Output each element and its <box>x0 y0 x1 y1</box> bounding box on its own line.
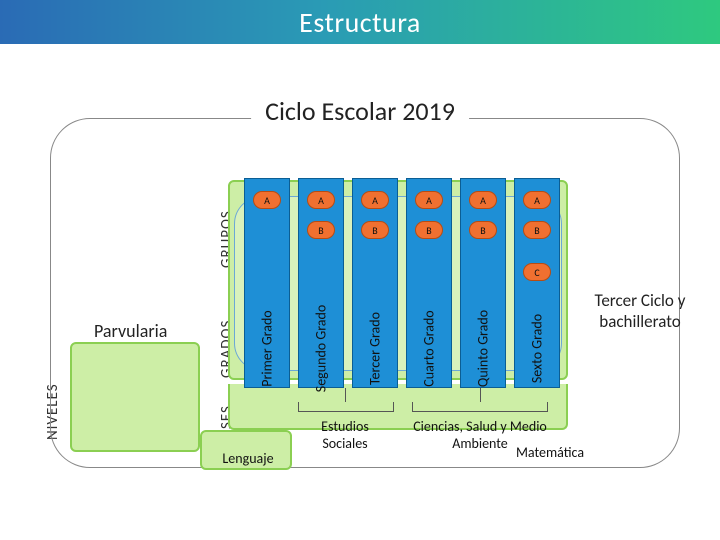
class-sociales: Estudios Sociales <box>300 418 390 452</box>
group-chip: A <box>361 191 389 209</box>
bracket-stem <box>345 388 346 402</box>
bracket-stem <box>480 388 481 402</box>
level-left-box <box>70 342 200 452</box>
grade-label: Quinto Grado <box>475 310 492 387</box>
group-chip: A <box>253 191 281 209</box>
class-matematica: Matemática <box>500 444 600 461</box>
grade-column: AB C Sexto Grado <box>514 178 560 388</box>
grade-label: Segundo Grado <box>313 305 330 392</box>
level-right-label: Tercer Ciclo y bachillerato <box>585 290 695 332</box>
group-chip: B <box>361 221 389 239</box>
grade-column: ABSegundo Grado <box>298 178 344 388</box>
header-bar: Estructura <box>0 0 720 44</box>
grade-column: A Primer Grado <box>244 178 290 388</box>
cycle-title: Ciclo Escolar 2019 <box>251 95 469 127</box>
grade-column: AB Quinto Grado <box>460 178 506 388</box>
level-left-label: Parvularia <box>90 320 171 342</box>
bracket-sociales <box>298 402 394 412</box>
group-chip: A <box>307 191 335 209</box>
grade-label: Cuarto Grado <box>421 310 438 386</box>
group-chip: A <box>523 191 551 209</box>
grade-label: Primer Grado <box>259 310 276 386</box>
group-chip: A <box>415 191 443 209</box>
group-chip: C <box>523 263 551 281</box>
grade-column: AB Cuarto Grado <box>406 178 452 388</box>
group-chip: B <box>415 221 443 239</box>
group-chip: B <box>523 221 551 239</box>
class-lenguaje: Lenguaje <box>208 450 288 467</box>
group-chip: B <box>469 221 497 239</box>
page-title: Estructura <box>299 5 421 40</box>
grade-columns: APrimer GradoABSegundo GradoABTercer Gra… <box>244 178 560 388</box>
grade-label: Tercer Grado <box>367 312 384 385</box>
group-chip: B <box>307 221 335 239</box>
grade-column: AB Tercer Grado <box>352 178 398 388</box>
bracket-ciencias <box>412 402 548 412</box>
grade-label: Sexto Grado <box>529 314 546 383</box>
group-chip: A <box>469 191 497 209</box>
